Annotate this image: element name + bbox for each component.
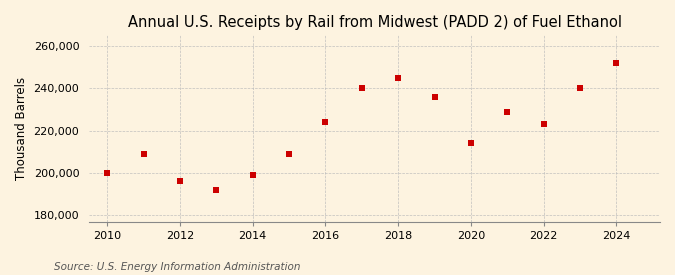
Text: Source: U.S. Energy Information Administration: Source: U.S. Energy Information Administ…	[54, 262, 300, 272]
Point	[538, 122, 549, 127]
Point	[611, 61, 622, 65]
Point	[356, 86, 367, 90]
Point	[138, 152, 149, 156]
Title: Annual U.S. Receipts by Rail from Midwest (PADD 2) of Fuel Ethanol: Annual U.S. Receipts by Rail from Midwes…	[128, 15, 622, 30]
Point	[502, 109, 512, 114]
Point	[284, 152, 294, 156]
Point	[466, 141, 477, 145]
Y-axis label: Thousand Barrels: Thousand Barrels	[15, 77, 28, 180]
Point	[574, 86, 585, 90]
Point	[247, 173, 258, 177]
Point	[175, 179, 186, 184]
Point	[102, 171, 113, 175]
Point	[429, 95, 440, 99]
Point	[320, 120, 331, 124]
Point	[211, 188, 221, 192]
Point	[393, 76, 404, 80]
